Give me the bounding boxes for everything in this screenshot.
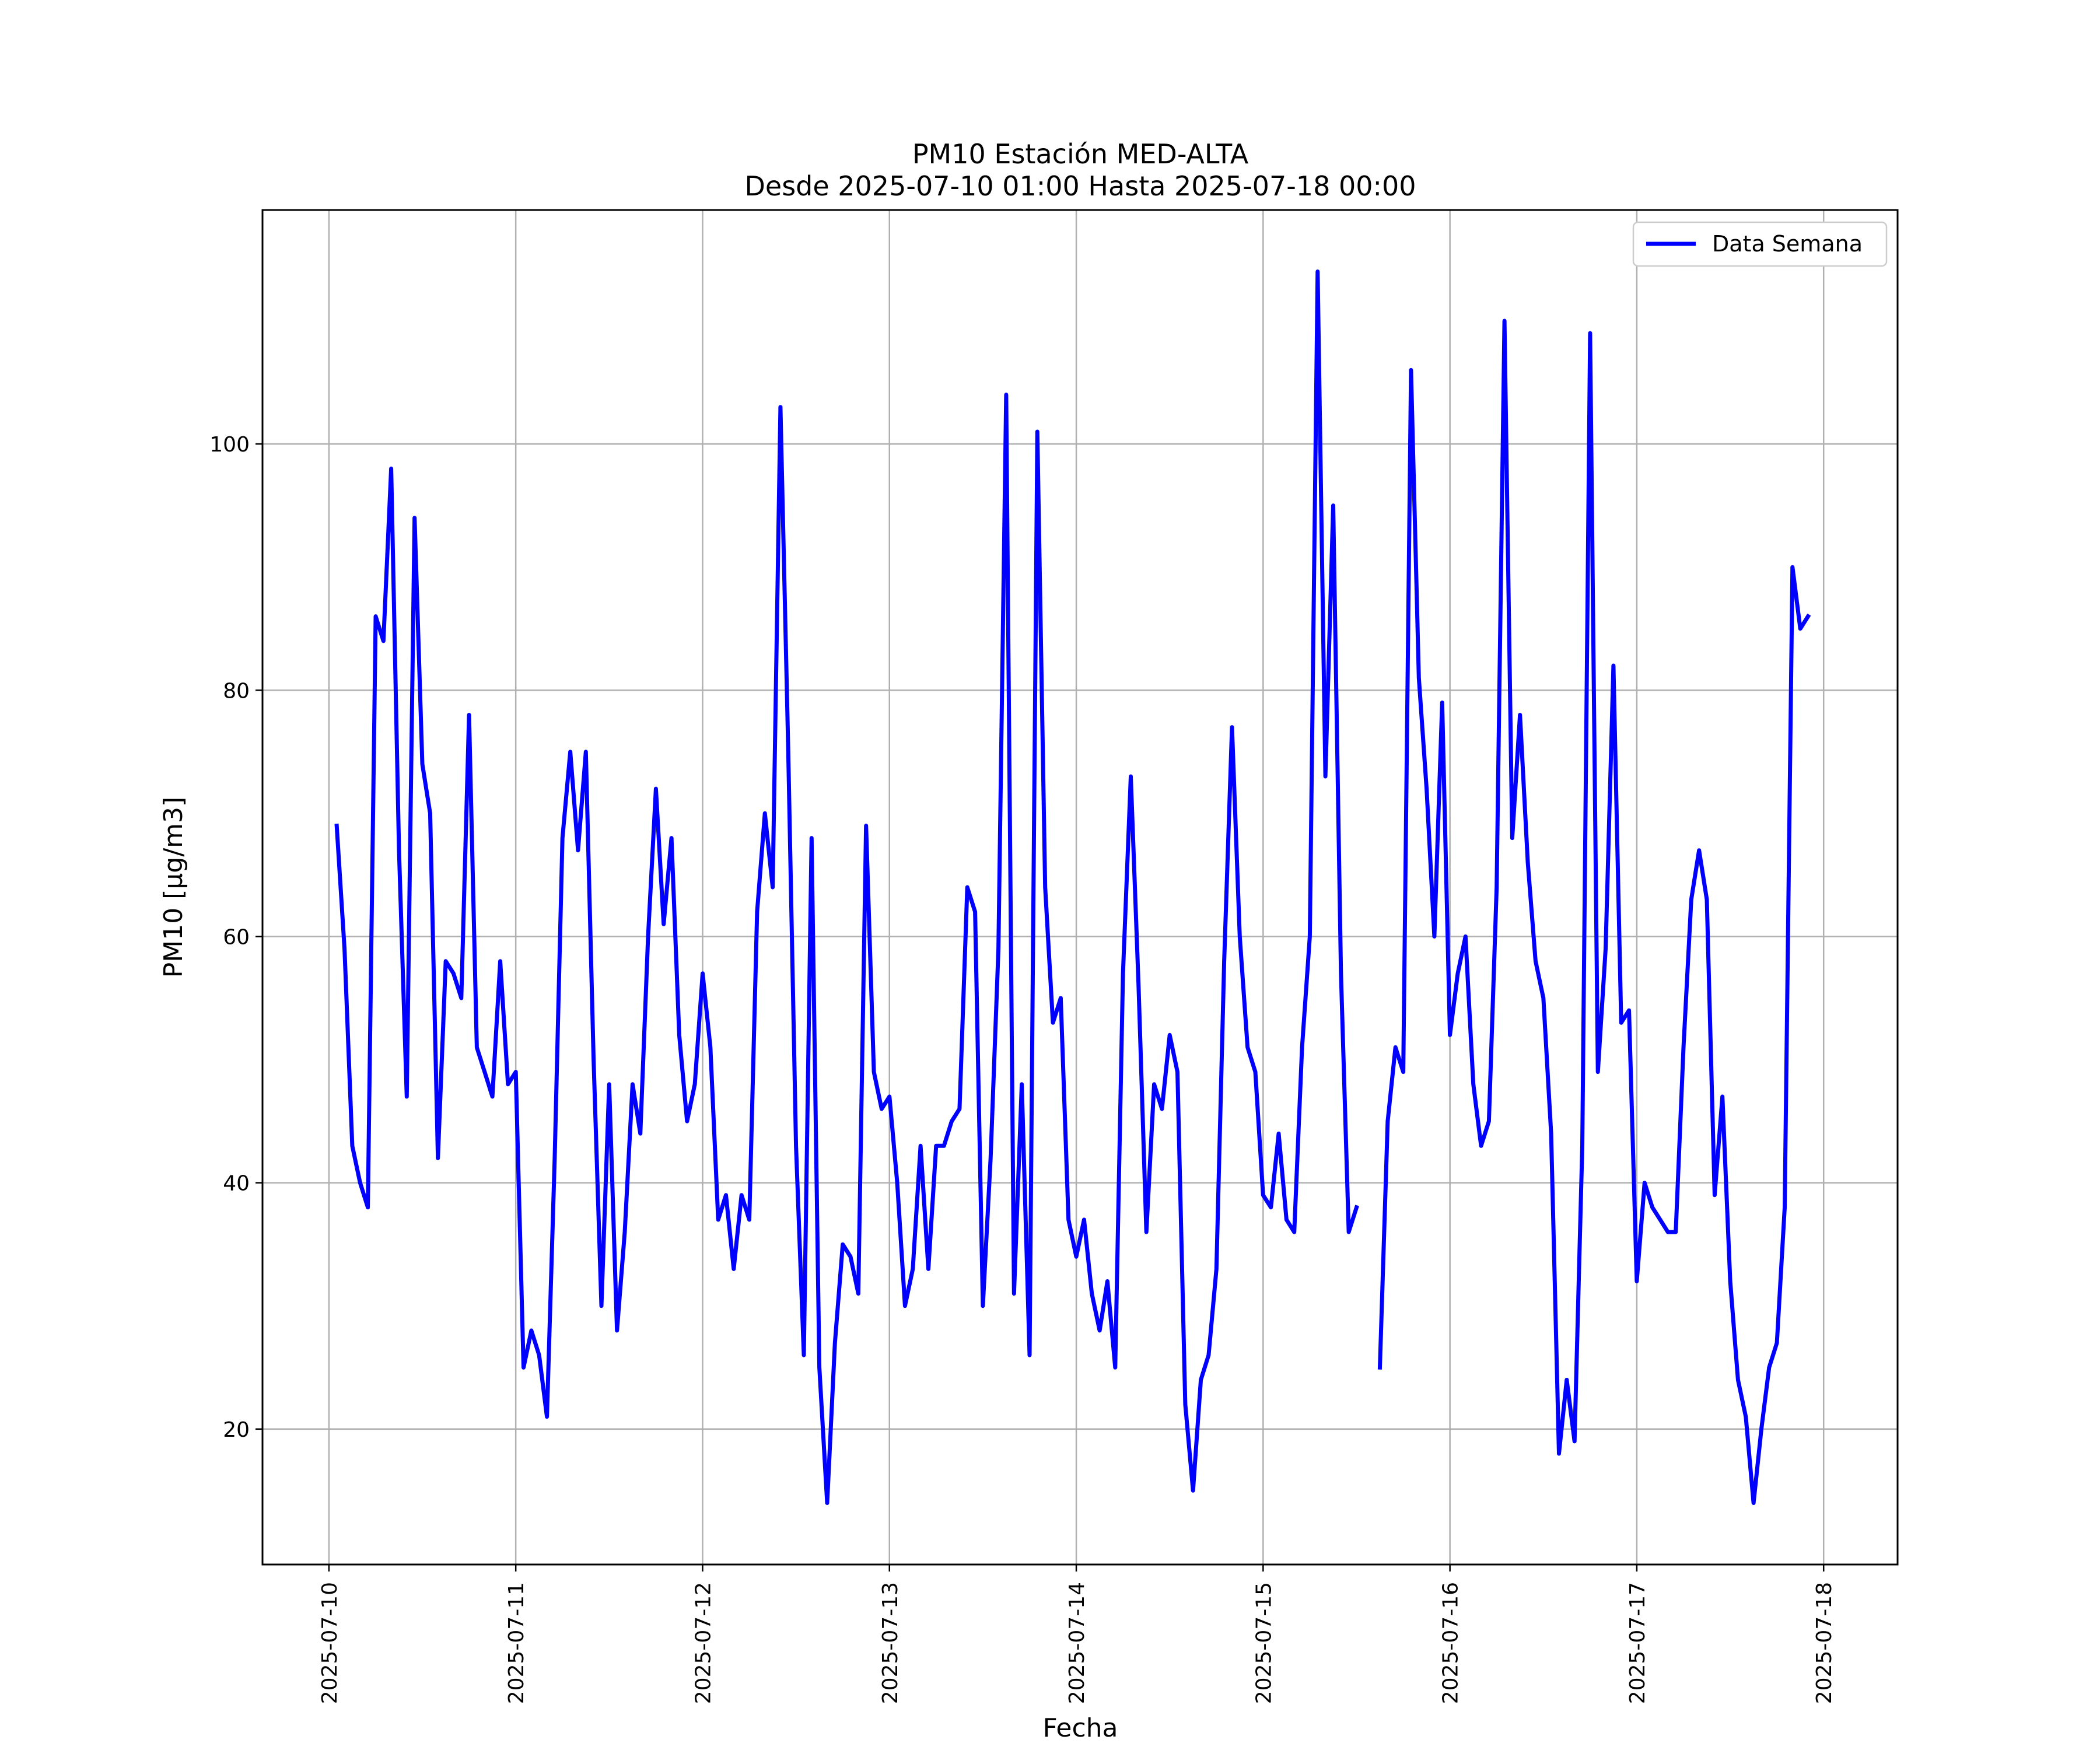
y-tick-label: 40 bbox=[223, 1172, 250, 1196]
x-tick-label: 2025-07-15 bbox=[1252, 1582, 1276, 1704]
chart-subtitle: Desde 2025-07-10 01:00 Hasta 2025-07-18 … bbox=[744, 170, 1416, 202]
x-tick-label: 2025-07-12 bbox=[691, 1582, 715, 1704]
x-axis-label: Fecha bbox=[1042, 1713, 1118, 1743]
y-tick-label: 80 bbox=[223, 679, 250, 703]
x-tick-label: 2025-07-14 bbox=[1065, 1582, 1089, 1704]
legend-box bbox=[1632, 221, 1888, 267]
series-line-0 bbox=[334, 270, 1811, 1505]
y-axis: 20 40 60 80 100 bbox=[209, 433, 262, 1442]
x-tick-label: 2025-07-17 bbox=[1626, 1582, 1650, 1704]
x-axis: 2025-07-10 2025-07-11 2025-07-12 2025-07-13… bbox=[318, 1564, 1836, 1704]
x-tick-label: 2025-07-16 bbox=[1439, 1582, 1463, 1704]
series-layer bbox=[334, 270, 1811, 1505]
chart-title: PM10 Estación MED-ALTA bbox=[912, 138, 1249, 170]
grid-layer bbox=[262, 210, 1898, 1564]
x-tick-label: 2025-07-10 bbox=[318, 1582, 342, 1704]
x-tick-label: 2025-07-11 bbox=[505, 1582, 528, 1704]
y-tick-label: 20 bbox=[223, 1418, 250, 1442]
x-tick-label: 2025-07-18 bbox=[1812, 1582, 1836, 1704]
y-tick-label: 100 bbox=[209, 433, 250, 457]
x-tick-label: 2025-07-13 bbox=[878, 1582, 902, 1704]
legend: Data Semana bbox=[1632, 221, 1888, 267]
y-tick-label: 60 bbox=[223, 925, 250, 949]
plot-frame bbox=[261, 209, 1899, 1566]
legend-label: Data Semana bbox=[1712, 231, 1863, 257]
y-axis-label: PM10 [μg/m3] bbox=[159, 797, 188, 978]
